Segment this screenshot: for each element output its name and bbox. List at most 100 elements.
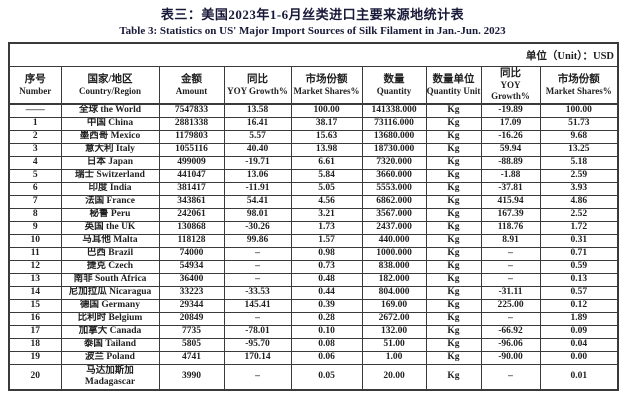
table-cell: 南非 South Africa xyxy=(60,272,160,287)
table-cell: 10 xyxy=(8,233,62,248)
table-cell: 0.59 xyxy=(539,259,619,274)
table-cell: 441047 xyxy=(158,168,225,183)
table-cell: 0.71 xyxy=(539,246,619,261)
table-cell: -37.81 xyxy=(480,181,541,196)
table-cell: Kg xyxy=(425,246,482,261)
column-header-en: Market Shares% xyxy=(545,85,612,96)
table-cell: 838.000 xyxy=(361,259,427,274)
table-row: 10 马耳他 Malta 118128 99.86 1.57 440.000 Kg 8.91 0… xyxy=(8,233,619,248)
table-cell: 182.000 xyxy=(361,272,427,287)
table-cell: 尼加拉瓜 Nicaragua xyxy=(60,285,160,300)
table-cell: – xyxy=(223,363,292,391)
table-cell: Kg xyxy=(425,142,482,157)
column-header-1: 国家/地区 Country/Region xyxy=(60,65,160,105)
table-cell: – xyxy=(223,259,292,274)
table-row: 6 印度 India 381417 -11.91 5.05 5553.000 Kg -37.8… xyxy=(8,181,619,196)
table-cell: 9 xyxy=(8,220,62,235)
table-cell: 59.94 xyxy=(480,142,541,157)
table-cell: 132.00 xyxy=(361,324,427,339)
table-cell: 13680.000 xyxy=(361,129,427,144)
table-cell: 2.52 xyxy=(539,207,619,222)
table-cell: 中国 China xyxy=(60,116,160,131)
table-cell: -96.06 xyxy=(480,337,541,352)
table-title-english: Table 3: Statistics on US' Major Import … xyxy=(119,25,506,37)
table-cell: 2881338 xyxy=(158,116,225,131)
column-header-8: 市场份额 Market Shares% xyxy=(539,65,619,105)
table-cell: 墨西哥 Mexico xyxy=(60,129,160,144)
table-cell: -90.00 xyxy=(480,350,541,365)
table-cell: 804.000 xyxy=(361,285,427,300)
table-header-row: 序号 Number 国家/地区 Country/Region 金额 Amount 同比 YOY… xyxy=(8,65,619,105)
table-cell: 波兰 Poland xyxy=(60,350,160,365)
table-cell: 5.84 xyxy=(290,168,363,183)
table-cell: 6862.000 xyxy=(361,194,427,209)
table-cell: 1055116 xyxy=(158,142,225,157)
table-row: 12 捷克 Czech 54934–0.73 838.000 Kg –0.59 xyxy=(8,259,619,274)
table-cell: 13 xyxy=(8,272,62,287)
table-cell: 99.86 xyxy=(223,233,292,248)
table-cell: 73116.000 xyxy=(361,116,427,131)
table-cell: 法国 France xyxy=(60,194,160,209)
table-cell: 145.41 xyxy=(223,298,292,313)
table-cell: 7 xyxy=(8,194,62,209)
table-cell: – xyxy=(480,259,541,274)
table-cell: 0.06 xyxy=(290,350,363,365)
table-cell: 2672.00 xyxy=(361,311,427,326)
table-cell: 0.00 xyxy=(539,350,619,365)
table-cell: —— xyxy=(8,103,62,118)
column-header-6: 数量单位 Quantity Unit xyxy=(425,65,482,105)
table-cell: 0.04 xyxy=(539,337,619,352)
table-cell: 141338.000 xyxy=(361,103,427,118)
table-cell: 170.14 xyxy=(223,350,292,365)
table-row: 20 马达加斯加 Madagascar 3990–0.05 20.00 Kg –0.01 xyxy=(8,363,619,391)
table-cell: 1.00 xyxy=(361,350,427,365)
column-header-7: 同比 YOY Growth% xyxy=(480,65,541,105)
table-cell: 5805 xyxy=(158,337,225,352)
table-cell: -33.53 xyxy=(223,285,292,300)
table-cell: Kg xyxy=(425,311,482,326)
table-cell: 7320.000 xyxy=(361,155,427,170)
table-cell: -78.01 xyxy=(223,324,292,339)
column-header-cn: 序号 xyxy=(24,73,46,85)
table-cell: 全球 the World xyxy=(60,103,160,118)
table-cell: 54934 xyxy=(158,259,225,274)
column-header-cn: 市场份额 xyxy=(557,73,600,85)
table-cell: 0.44 xyxy=(290,285,363,300)
table-cell: 11 xyxy=(8,246,62,261)
table-cell: 0.08 xyxy=(290,337,363,352)
column-header-en: YOY Growth% xyxy=(491,80,530,102)
table-cell: 0.13 xyxy=(539,272,619,287)
table-row: 13 南非 South Africa 36400–0.48 182.000 Kg –0.1… xyxy=(8,272,619,287)
table-cell: 167.39 xyxy=(480,207,541,222)
table-cell: 5553.000 xyxy=(361,181,427,196)
table-cell: 16 xyxy=(8,311,62,326)
table-cell: 33223 xyxy=(158,285,225,300)
table-cell: 5.18 xyxy=(539,155,619,170)
table-cell: 3660.000 xyxy=(361,168,427,183)
table-cell: 12 xyxy=(8,259,62,274)
table-cell: 3990 xyxy=(158,363,225,391)
table-cell: 169.00 xyxy=(361,298,427,313)
table-cell: 秘鲁 Peru xyxy=(60,207,160,222)
table-cell: 51.73 xyxy=(539,116,619,131)
table-cell: Kg xyxy=(425,272,482,287)
table-cell: 499009 xyxy=(158,155,225,170)
table-cell: 9.68 xyxy=(539,129,619,144)
table-cell: 17 xyxy=(8,324,62,339)
table-cell: – xyxy=(480,363,541,391)
table-cell: 100.00 xyxy=(539,103,619,118)
table-cell: 19 xyxy=(8,350,62,365)
table-cell: 0.28 xyxy=(290,311,363,326)
table-cell: 比利时 Belgium xyxy=(60,311,160,326)
table-cell: – xyxy=(480,311,541,326)
table-cell: 0.05 xyxy=(290,363,363,391)
table-cell: 54.41 xyxy=(223,194,292,209)
unit-row: 单位（Unit）：USD xyxy=(8,42,619,67)
table-cell: 3 xyxy=(8,142,62,157)
table-cell: 6.61 xyxy=(290,155,363,170)
table-cell: -95.70 xyxy=(223,337,292,352)
table-cell: Kg xyxy=(425,363,482,391)
table-cell: 18 xyxy=(8,337,62,352)
column-header-0: 序号 Number xyxy=(8,65,62,105)
table-cell: 印度 India xyxy=(60,181,160,196)
